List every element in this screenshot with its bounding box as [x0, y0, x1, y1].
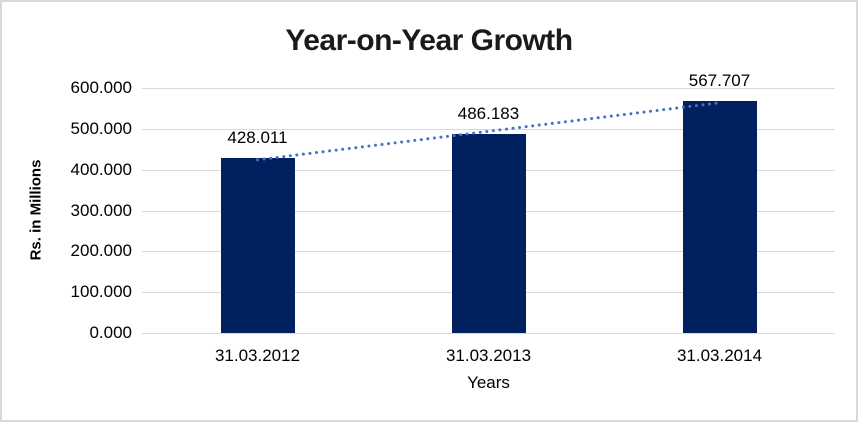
x-axis-tick-label: 31.03.2012 [214, 346, 301, 365]
y-axis-tick-label: 200.000 [70, 241, 132, 261]
bar-data-label: 567.707 [688, 71, 751, 91]
bar [682, 101, 757, 333]
bar [220, 158, 295, 333]
chart-title: Year-on-Year Growth [285, 24, 573, 57]
y-axis-tick-label: 300.000 [70, 200, 132, 220]
x-axis-title: Years [467, 373, 510, 392]
y-axis-tick-label: 0.000 [89, 323, 132, 342]
y-axis-tick-label: 600.000 [70, 78, 132, 97]
y-axis-tick-label: 100.000 [70, 282, 132, 302]
x-axis-tick-label: 31.03.2013 [445, 346, 532, 365]
gridline [142, 333, 835, 334]
x-axis-tick-label: 31.03.2014 [676, 346, 763, 365]
bar-data-label: 486.183 [457, 104, 520, 124]
bar [451, 134, 526, 333]
gridline [142, 88, 835, 89]
gridline [142, 128, 835, 130]
bar-data-label: 428.011 [227, 128, 288, 148]
y-axis-tick-label: 500.000 [70, 118, 132, 138]
y-axis-tick-label: 400.000 [70, 159, 132, 179]
